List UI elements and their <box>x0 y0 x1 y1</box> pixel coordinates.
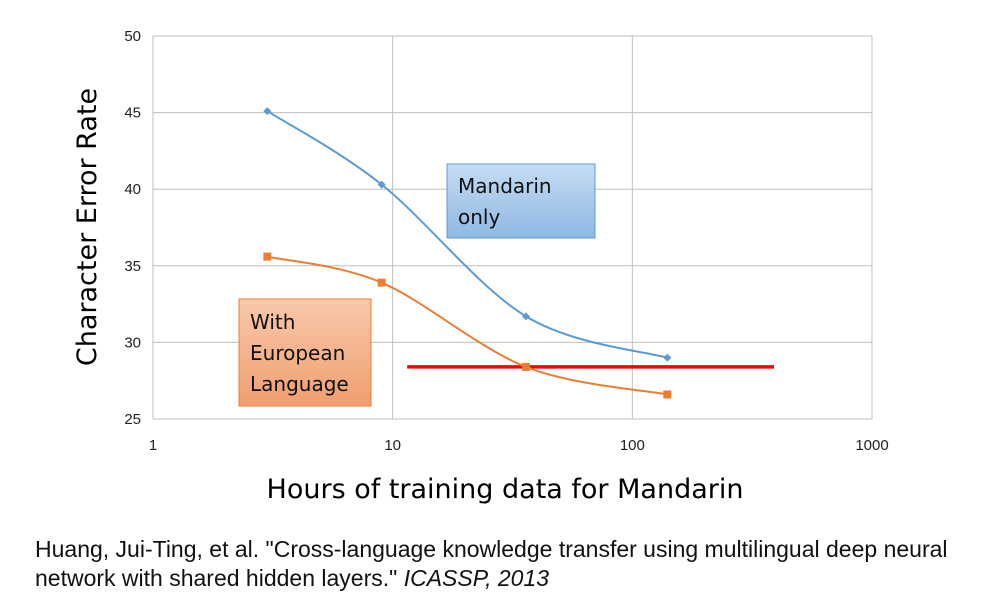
data-point-marker <box>663 353 672 362</box>
callout-box <box>238 298 372 407</box>
y-tick-label: 45 <box>124 105 141 122</box>
y-tick-label: 40 <box>124 181 141 198</box>
callouts: Mandarin only With European Language <box>238 163 596 407</box>
series-line-0 <box>266 110 668 359</box>
tick-labels: 25 30 35 40 45 50 1 10 100 1000 <box>124 28 888 454</box>
y-tick-label: 30 <box>124 334 141 351</box>
callout-with-european-language: With European Language <box>238 298 372 407</box>
chart: 25 30 35 40 45 50 1 10 100 1000 Mandarin only With E… <box>72 28 889 505</box>
callout-text-line: only <box>458 205 500 229</box>
citation-authors-title: Huang, Jui-Ting, et al. "Cross-language … <box>35 536 948 591</box>
callout-text-line: European <box>250 341 345 365</box>
data-point-marker <box>663 390 672 399</box>
callout-text-line: With <box>250 310 295 334</box>
callout-text-line: Mandarin <box>458 174 552 198</box>
citation-venue: ICASSP, 2013 <box>403 565 550 591</box>
data-point-marker <box>521 362 530 371</box>
series-lines <box>263 107 672 399</box>
x-tick-label: 100 <box>620 437 645 454</box>
callout-text-line: Language <box>250 372 349 396</box>
data-point-marker <box>263 107 272 116</box>
data-point-marker <box>377 278 386 287</box>
citation: Huang, Jui-Ting, et al. "Cross-language … <box>35 535 965 593</box>
x-tick-label: 1 <box>149 437 157 454</box>
data-point-marker <box>263 252 272 261</box>
y-tick-label: 50 <box>124 28 141 45</box>
x-axis-title: Hours of training data for Mandarin <box>267 474 744 505</box>
data-point-marker <box>521 312 530 321</box>
y-tick-label: 25 <box>124 411 141 428</box>
data-point-marker <box>377 180 386 189</box>
y-axis-title: Character Error Rate <box>72 88 103 366</box>
series-line-1 <box>267 255 668 396</box>
x-tick-label: 1000 <box>855 437 888 454</box>
y-tick-label: 35 <box>124 258 141 275</box>
callout-mandarin-only: Mandarin only <box>446 163 596 239</box>
x-tick-label: 10 <box>384 437 401 454</box>
callout-box <box>446 163 596 239</box>
